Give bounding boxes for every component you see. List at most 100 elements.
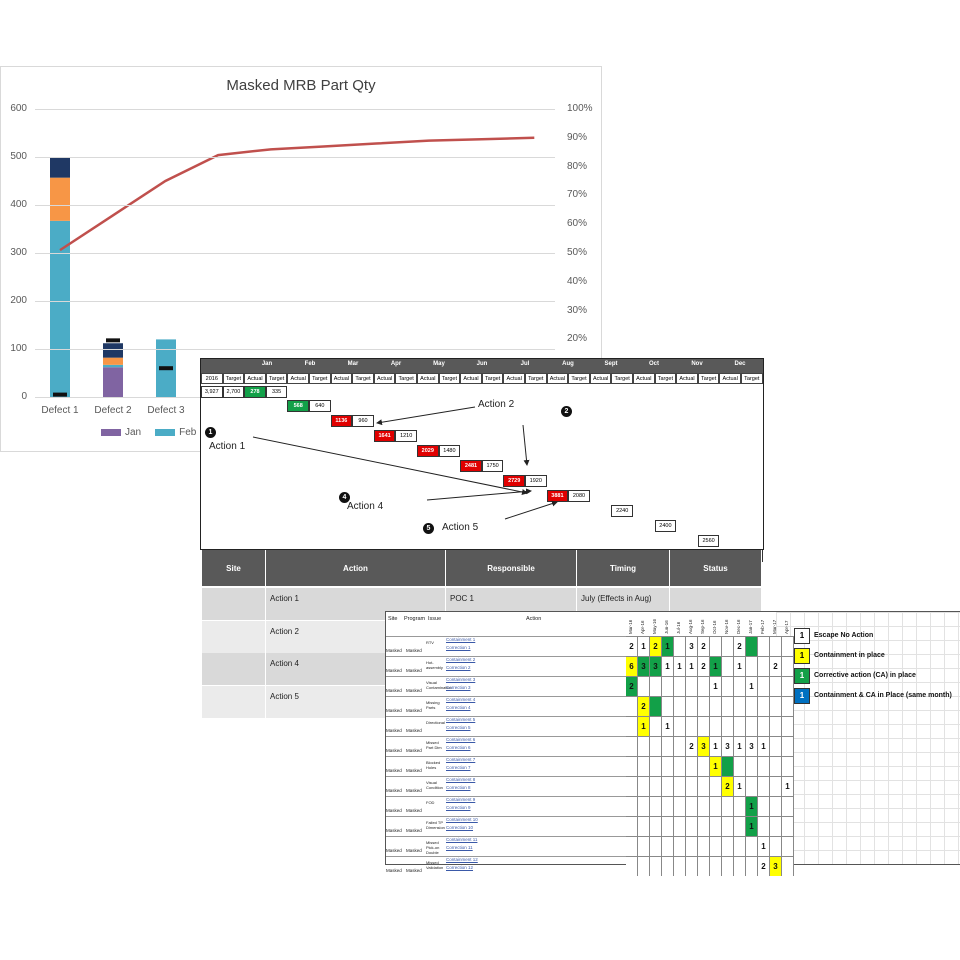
matrix-cell xyxy=(746,636,758,656)
action-link[interactable]: Containment 3 xyxy=(446,677,476,682)
matrix-cell xyxy=(650,836,662,856)
matrix-cell xyxy=(770,636,782,656)
matrix-cell xyxy=(686,836,698,856)
matrix-cell xyxy=(674,816,686,836)
matrix-cell xyxy=(650,756,662,776)
action-link[interactable]: Containment 10 xyxy=(446,817,478,822)
action-link[interactable]: Correction 7 xyxy=(446,765,471,770)
action-link[interactable]: Containment 12 xyxy=(446,857,478,862)
action-link[interactable]: Correction 12 xyxy=(446,865,474,870)
matrix-row xyxy=(386,796,626,814)
action-link[interactable]: Correction 2 xyxy=(446,665,471,670)
month-header: Nov-16 xyxy=(724,619,729,634)
matrix-cell: 1 xyxy=(674,656,686,676)
month-label: Oct xyxy=(648,361,659,367)
program-cell: Masked xyxy=(406,648,422,653)
matrix-row xyxy=(386,636,626,654)
month-label: May xyxy=(433,361,445,367)
pareto-plot xyxy=(50,136,535,397)
matrix-cell xyxy=(758,696,770,716)
matrix-cell xyxy=(698,716,710,736)
gridline xyxy=(35,253,555,254)
action-link[interactable]: Correction 6 xyxy=(446,745,471,750)
program-cell: Masked xyxy=(406,668,422,673)
callout-bullet: 5 xyxy=(423,523,434,534)
matrix-cell xyxy=(674,716,686,736)
action-link[interactable]: Correction 8 xyxy=(446,785,471,790)
action-link[interactable]: Containment 5 xyxy=(446,717,476,722)
matrix-cell xyxy=(782,656,794,676)
matrix-cell xyxy=(686,796,698,816)
actual-cell: 568 xyxy=(287,400,309,412)
header-cell: Target xyxy=(395,373,417,384)
action-link[interactable]: Correction 4 xyxy=(446,705,471,710)
header-cell: Target xyxy=(352,373,374,384)
action-link[interactable]: Containment 1 xyxy=(446,637,476,642)
action-link[interactable]: Correction 11 xyxy=(446,845,473,850)
matrix-cell xyxy=(674,756,686,776)
action-link[interactable]: Containment 2 xyxy=(446,657,476,662)
action-link[interactable]: Containment 7 xyxy=(446,757,476,762)
matrix-cell xyxy=(662,776,674,796)
matrix-cell xyxy=(638,856,650,876)
burndown-panel: Jan Feb Mar Apr May Jun Jul Aug Sept Oct Nov Dec 20… xyxy=(200,358,764,562)
matrix-cell: 6 xyxy=(626,656,638,676)
issue-cell: Missed Part Dim xyxy=(426,740,442,750)
matrix-cell xyxy=(638,736,650,756)
matrix-cell xyxy=(746,656,758,676)
action-link[interactable]: Containment 8 xyxy=(446,777,476,782)
header-cell: Target xyxy=(265,373,288,384)
month-header: Oct-16 xyxy=(712,620,717,634)
matrix-cell xyxy=(746,836,758,856)
matrix-row xyxy=(386,756,626,774)
callout-arrow xyxy=(504,500,558,520)
header-cell: Actual xyxy=(503,373,525,384)
matrix-cell xyxy=(722,676,734,696)
legend-label: Feb xyxy=(179,427,197,438)
action-link[interactable]: Containment 11 xyxy=(446,837,478,842)
matrix-cell xyxy=(686,856,698,876)
matrix-row xyxy=(386,656,626,674)
action-link[interactable]: Correction 3 xyxy=(446,685,471,690)
matrix-cell: 1 xyxy=(686,656,698,676)
callout-bullet: 2 xyxy=(561,406,572,417)
action-link[interactable]: Containment 4 xyxy=(446,697,476,702)
x-category-label: Defect 1 xyxy=(41,405,79,416)
matrix-cell xyxy=(686,816,698,836)
issue-cell: Hot-assembly xyxy=(426,660,443,670)
matrix-cell: 1 xyxy=(710,756,722,776)
month-label: Nov xyxy=(691,361,703,367)
matrix-cell xyxy=(638,676,650,696)
callout-arrow xyxy=(376,406,476,426)
matrix-cell: 2 xyxy=(626,676,638,696)
matrix-cell xyxy=(782,736,794,756)
matrix-cell xyxy=(782,636,794,656)
action-link[interactable]: Containment 9 xyxy=(446,797,476,802)
action-link[interactable]: Correction 9 xyxy=(446,805,471,810)
action-link[interactable]: Correction 5 xyxy=(446,725,471,730)
matrix-cell: 1 xyxy=(662,656,674,676)
action-link[interactable]: Containment 6 xyxy=(446,737,476,742)
actual-cell: 2729 xyxy=(503,475,525,487)
matrix-cell xyxy=(758,756,770,776)
matrix-cell xyxy=(722,816,734,836)
matrix-cell xyxy=(782,676,794,696)
month-label: Jul xyxy=(520,361,530,367)
bar-segment xyxy=(103,364,123,368)
action-link[interactable]: Correction 1 xyxy=(446,645,471,650)
month-header: Mar-16 xyxy=(628,619,633,634)
matrix-cell xyxy=(770,836,782,856)
matrix-cell xyxy=(698,816,710,836)
matrix-cell xyxy=(746,756,758,776)
key-swatch: 1 xyxy=(794,648,810,664)
action-link[interactable]: Correction 10 xyxy=(446,825,474,830)
month-header: Apr-17 xyxy=(784,620,789,634)
matrix-cell: 2 xyxy=(686,736,698,756)
matrix-cell xyxy=(674,796,686,816)
legend-swatch xyxy=(101,429,121,436)
header-cell: Actual xyxy=(287,373,309,384)
matrix-cell xyxy=(662,736,674,756)
program-cell: Masked xyxy=(406,808,422,813)
table-header-cell: Action xyxy=(266,550,446,586)
target-cell: 640 xyxy=(309,400,331,412)
